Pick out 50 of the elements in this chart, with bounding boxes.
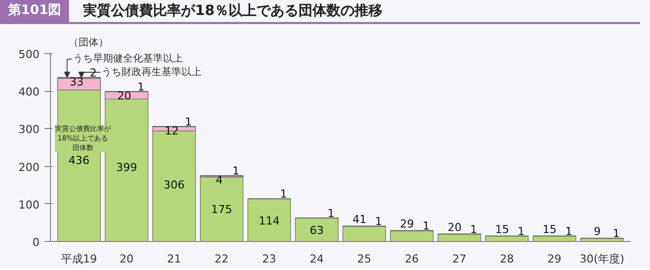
data-label: 399 [116,160,138,174]
data-label: 306 [164,178,185,192]
data-label: 1 [422,220,430,233]
x-tick-label: 21 [167,252,182,266]
x-tick-label: 28 [500,252,514,266]
y-tick-label: 200 [18,160,40,174]
series-label: うち早期健全化基準以上 [72,52,183,65]
data-label: 20 [117,89,132,102]
data-label: 4 [216,174,223,187]
x-tick-label: 26 [404,252,419,266]
x-tick-label: 20 [120,252,134,266]
y-axis-title: （団体） [68,36,108,48]
x-tick-label: 22 [214,252,229,266]
data-label: 1 [280,188,287,201]
data-label: 1 [184,115,192,128]
y-tick-label: 500 [18,48,40,61]
data-label: 63 [310,224,324,238]
y-tick-label: 100 [18,198,40,212]
data-label: 436 [68,154,90,168]
data-label: 33 [70,76,84,89]
y-tick-label: 0 [32,236,40,249]
data-label: 9 [594,225,601,238]
data-label: 114 [258,214,280,228]
x-tick-label: 27 [452,252,466,266]
data-label: 20 [448,220,462,234]
data-label: 1 [232,164,240,178]
data-label: 1 [565,224,572,238]
data-label: 175 [211,203,232,216]
x-tick-label: 23 [262,252,276,266]
data-label: 15 [542,222,557,236]
x-tick-label: 29 [547,252,562,266]
x-tick-label: 25 [357,252,372,266]
data-label: 12 [164,124,179,138]
x-tick-label: 24 [310,252,324,266]
data-label: 1 [470,222,478,236]
data-label: 1 [137,80,144,94]
data-label: 1 [327,206,334,220]
data-label: 1 [612,227,620,240]
y-tick-label: 400 [18,86,40,99]
x-tick-label: 平成19 [61,252,98,266]
chart-subtitle: 第101図 [0,0,70,24]
data-label: 1 [518,224,525,238]
data-label: 41 [352,213,367,226]
series-label: うち財政再生基準以上 [101,66,202,78]
x-tick-label: 30(年度) [580,252,624,266]
chart-title: 実質公債費比率が18％以上である団体数の推移 [83,2,383,21]
y-tick-label: 300 [18,123,40,136]
data-label: 15 [495,222,510,236]
data-label: 29 [400,218,414,231]
data-label: 1 [375,215,382,228]
